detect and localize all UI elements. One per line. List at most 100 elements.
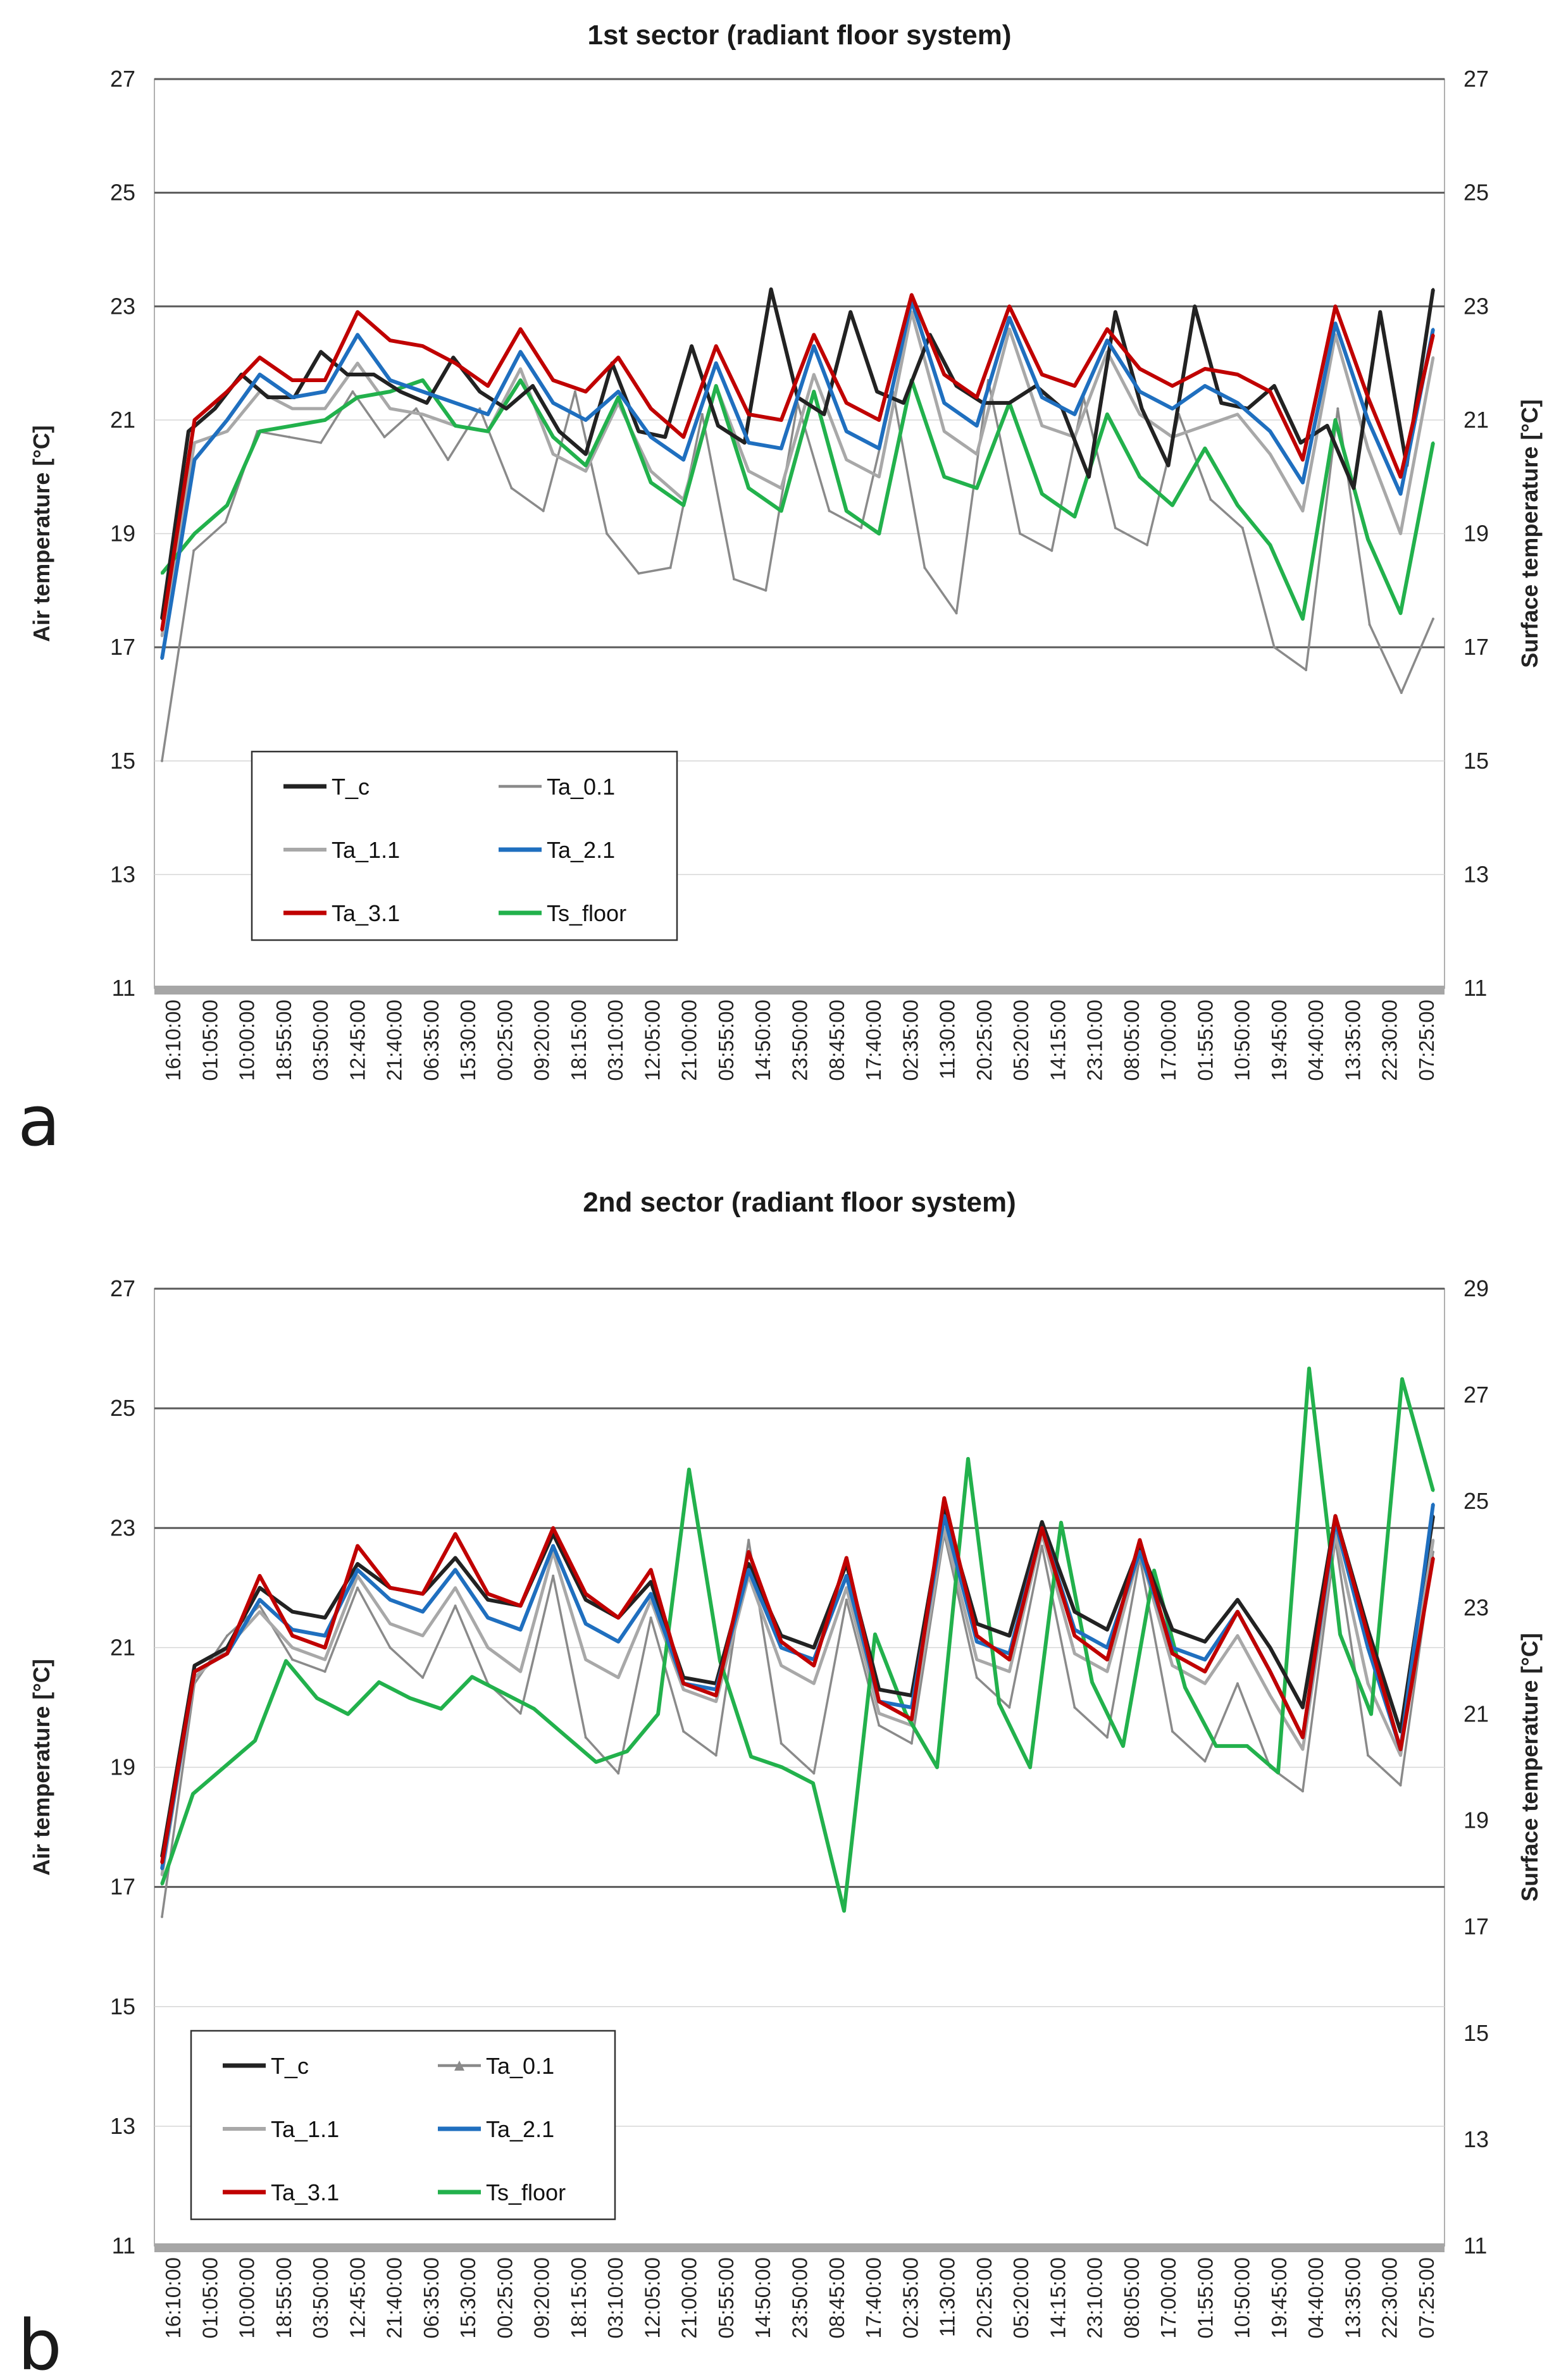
y2-tick-label: 13 (1463, 2126, 1489, 2152)
data-point-Ta_1-1 (421, 1634, 425, 1637)
data-point-Ta_3-1 (1399, 475, 1402, 478)
y-tick-label: 27 (110, 66, 135, 92)
data-point-Ta_0-1 (258, 1604, 261, 1608)
data-point-Ta_1-1 (193, 441, 196, 444)
data-point-Ts_floor (1334, 418, 1337, 421)
data-point-Ta_0-1 (542, 509, 545, 512)
data-point-Ta_1-1 (226, 430, 228, 433)
x-tick-label: 12:05:00 (640, 1000, 664, 1081)
data-point-Ta_0-1 (1400, 691, 1403, 694)
data-point-Ts_floor (378, 1681, 380, 1683)
data-point-Ta_3-1 (356, 311, 359, 314)
data-point-Ta_1-1 (1269, 1694, 1272, 1697)
data-point-Ta_2-1 (747, 1568, 750, 1571)
data-point-Ta_2-1 (845, 1574, 848, 1577)
data-point-Ta_2-1 (519, 350, 522, 354)
x-tick-label: 21:40:00 (383, 2257, 406, 2338)
series-line-Ta_3-1 (160, 1496, 1435, 1864)
data-point-Ts_floor (781, 1766, 783, 1769)
data-point-Ta_3-1 (356, 1544, 359, 1547)
y2-tick-label: 15 (1463, 2020, 1489, 2046)
data-point-T_c (1379, 311, 1382, 314)
data-point-Ta_1-1 (1040, 424, 1043, 427)
data-point-T_c (1171, 1628, 1174, 1631)
x-tick-label: 07:25:00 (1415, 1000, 1438, 1081)
data-point-Ts_floor (1432, 1489, 1434, 1492)
chart-panel-a: 1st sector (radiant floor system) 11 13 15 1… (18, 20, 1543, 1162)
x-tick-label: 17:40:00 (862, 2257, 885, 2338)
data-point-Ts_floor (1029, 1766, 1031, 1769)
data-point-Ta_3-1 (682, 1682, 685, 1685)
y2-tick-label: 17 (1463, 634, 1489, 660)
x-axis-band (154, 986, 1445, 995)
data-point-Ta_1-1 (780, 487, 783, 490)
data-point-Ts_floor (1203, 447, 1207, 450)
data-point-Ts_floor (1269, 543, 1272, 547)
data-point-T_c (743, 441, 746, 444)
data-point-Ta_1-1 (1073, 1652, 1076, 1655)
data-point-Ts_floor (161, 572, 163, 575)
data-point-Ta_3-1 (1432, 1556, 1434, 1559)
data-point-Ta_1-1 (878, 1712, 881, 1715)
data-point-Ta_1-1 (812, 373, 816, 376)
legend-marker (454, 2061, 464, 2071)
data-point-Ta_2-1 (649, 435, 652, 438)
data-point-Ta_3-1 (975, 1634, 978, 1637)
x-tick-label: 18:15:00 (567, 1000, 590, 1081)
data-point-Ts_floor (1399, 612, 1402, 615)
data-point-Ta_1-1 (258, 1610, 261, 1613)
data-point-Ta_1-1 (519, 1670, 522, 1673)
x-tick-label: 01:55:00 (1193, 1000, 1217, 1081)
data-point-Ta_2-1 (1138, 390, 1141, 393)
x-tick-label: 08:45:00 (825, 2257, 848, 2338)
data-point-Ts_floor (285, 1659, 287, 1663)
data-point-Ta_3-1 (1105, 328, 1109, 331)
x-tick-label: 02:35:00 (898, 1000, 922, 1081)
data-point-Ta_2-1 (356, 1568, 359, 1571)
y-tick-label: 13 (110, 861, 135, 887)
data-point-Ta_2-1 (552, 1544, 555, 1547)
data-point-Ta_0-1 (224, 521, 227, 524)
data-point-T_c (1301, 1706, 1304, 1709)
data-point-Ts_floor (1277, 1771, 1279, 1774)
legend-label: Ta_0.1 (547, 774, 615, 800)
data-point-Ta_0-1 (975, 1676, 978, 1679)
data-point-Ta_0-1 (1146, 543, 1148, 547)
y2-tick-label: 21 (1463, 407, 1489, 433)
data-point-Ta_0-1 (1305, 669, 1308, 671)
data-point-Ta_3-1 (193, 1670, 196, 1673)
data-point-Ts_floor (747, 487, 750, 490)
data-point-Ta_2-1 (1073, 412, 1076, 416)
data-point-Ta_0-1 (733, 578, 735, 581)
data-point-Ta_2-1 (747, 441, 750, 444)
data-point-Ta_0-1 (828, 509, 831, 512)
data-point-Ta_3-1 (1367, 396, 1369, 399)
x-tick-label: 17:00:00 (1157, 2257, 1180, 2338)
data-point-T_c (1432, 288, 1434, 291)
x-tick-label: 23:50:00 (788, 1000, 812, 1081)
data-point-T_c (1114, 311, 1117, 314)
data-point-Ta_0-1 (1301, 1790, 1304, 1793)
data-point-T_c (584, 452, 587, 456)
data-point-Ta_3-1 (1269, 390, 1272, 393)
data-point-Ts_floor (388, 390, 392, 393)
data-point-Ta_0-1 (780, 1742, 783, 1745)
data-point-Ta_0-1 (637, 572, 640, 575)
data-point-T_c (1269, 1646, 1272, 1649)
x-tick-label: 10:00:00 (235, 1000, 259, 1081)
data-point-Ts_floor (682, 504, 685, 507)
data-point-Ta_0-1 (878, 1724, 881, 1727)
data-point-Ta_3-1 (454, 1532, 457, 1535)
y2-tick-label: 27 (1463, 1382, 1489, 1408)
data-point-Ta_2-1 (1399, 492, 1402, 495)
data-point-Ta_3-1 (323, 1646, 326, 1649)
data-point-Ts_floor (533, 1708, 535, 1710)
x-tick-label: 12:05:00 (640, 2257, 664, 2338)
y-tick-label: 23 (110, 1515, 135, 1540)
data-point-Ta_0-1 (714, 1754, 718, 1757)
data-point-Ta_1-1 (356, 362, 359, 365)
x-tick-label: 01:55:00 (1193, 2257, 1217, 2338)
y2-tick-label: 25 (1463, 180, 1489, 206)
x-tick-label: 19:45:00 (1267, 2257, 1291, 2338)
data-point-Ts_floor (1091, 1681, 1093, 1683)
